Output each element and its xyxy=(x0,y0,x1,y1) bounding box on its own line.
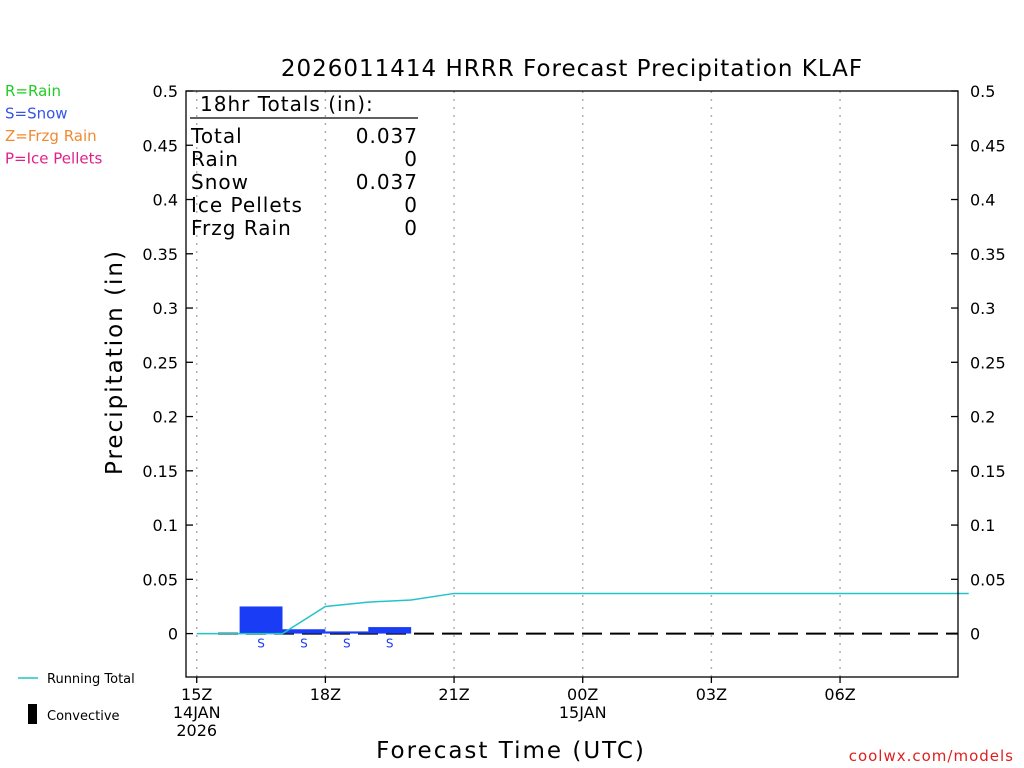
x-tick-label: 15Z xyxy=(181,685,212,704)
x-axis-label: Forecast Time (UTC) xyxy=(376,738,646,764)
y-tick-label-right: 0.05 xyxy=(970,570,1006,589)
type-legend-item: R=Rain xyxy=(5,82,61,100)
precip-bar xyxy=(325,631,369,634)
chart-title: 2026011414 HRRR Forecast Precipitation K… xyxy=(281,56,863,82)
x-tick-label: 03Z xyxy=(696,685,727,704)
type-legend-item: Z=Frzg Rain xyxy=(5,127,97,145)
precip-type-label: S xyxy=(386,637,394,651)
grid-lines xyxy=(195,91,958,677)
x-tick-label: 2026 xyxy=(176,721,217,740)
y-axis-label: Precipitation (in) xyxy=(102,249,128,475)
legend-label: Running Total xyxy=(47,672,135,687)
legend-label: Convective xyxy=(47,709,120,724)
y-tick-label-right: 0 xyxy=(970,625,980,644)
x-tick-label: 00Z xyxy=(567,685,598,704)
y-tick-label-left: 0.5 xyxy=(153,82,178,101)
x-tick-label: 14JAN xyxy=(173,703,221,722)
y-tick-label-right: 0.2 xyxy=(970,408,995,427)
y-tick-label-right: 0.4 xyxy=(970,191,995,210)
credit-text: coolwx.com/models xyxy=(849,747,1014,765)
y-tick-label-right: 0.1 xyxy=(970,516,995,535)
y-tick-label-left: 0.45 xyxy=(142,136,178,155)
legend-swatch-bar xyxy=(28,704,37,724)
x-tick-label: 15JAN xyxy=(559,703,607,722)
y-tick-label-left: 0.05 xyxy=(142,570,178,589)
x-tick-label: 06Z xyxy=(824,685,855,704)
y-tick-label-right: 0.15 xyxy=(970,462,1006,481)
totals-row-label: Total xyxy=(190,124,243,148)
totals-row-value: 0 xyxy=(404,216,418,240)
precip-type-label: S xyxy=(257,637,265,651)
running-total-group xyxy=(196,592,969,635)
precip-bar xyxy=(282,629,326,634)
axes-group: 0 00.05 0.050.1 0.10.15 0.150.2 0.20.25 0.250.… xyxy=(142,82,1005,740)
precip-bar xyxy=(368,627,412,634)
precip-bar xyxy=(239,606,283,634)
totals-row-value: 0 xyxy=(404,147,418,171)
y-tick-label-left: 0.15 xyxy=(142,462,178,481)
totals-row-label: Frzg Rain xyxy=(191,216,292,240)
totals-row-label: Ice Pellets xyxy=(191,193,303,217)
y-tick-label-right: 0.35 xyxy=(970,245,1006,264)
y-tick-label-right: 0.5 xyxy=(970,82,995,101)
x-tick-label: 21Z xyxy=(438,685,469,704)
totals-row-value: 0 xyxy=(404,193,418,217)
y-tick-label-left: 0.3 xyxy=(153,299,178,318)
precip-type-legend: R=Rain S=Snow Z=Frzg Rain P=Ice Pellets xyxy=(5,82,102,168)
type-legend-item: P=Ice Pellets xyxy=(5,150,102,168)
y-tick-label-left: 0.25 xyxy=(142,353,178,372)
totals-row-value: 0.037 xyxy=(356,170,418,194)
totals-title: 18hr Totals (in): xyxy=(200,92,374,116)
totals-row-value: 0.037 xyxy=(356,124,418,148)
plot-frame xyxy=(185,90,959,678)
y-tick-label-left: 0.4 xyxy=(153,191,178,210)
totals-row-label: Snow xyxy=(191,170,249,194)
running-total-line xyxy=(196,592,969,635)
y-tick-label-left: 0.1 xyxy=(153,516,178,535)
type-legend-item: S=Snow xyxy=(5,105,68,123)
y-tick-label-left: 0 xyxy=(168,625,178,644)
y-tick-label-right: 0.45 xyxy=(970,136,1006,155)
totals-row-label: Rain xyxy=(191,147,239,171)
y-tick-label-right: 0.3 xyxy=(970,299,995,318)
y-tick-label-left: 0.35 xyxy=(142,245,178,264)
y-tick-label-right: 0.25 xyxy=(970,353,1006,372)
y-tick-label-left: 0.2 xyxy=(153,408,178,427)
precip-type-label: S xyxy=(300,637,308,651)
series-legend: Running Total Convective xyxy=(18,672,135,724)
totals-box: 18hr Totals (in): Total 0.037 Rain 0 Snow 0.03… xyxy=(190,92,418,240)
precip-type-label: S xyxy=(343,637,351,651)
x-tick-label: 18Z xyxy=(310,685,341,704)
